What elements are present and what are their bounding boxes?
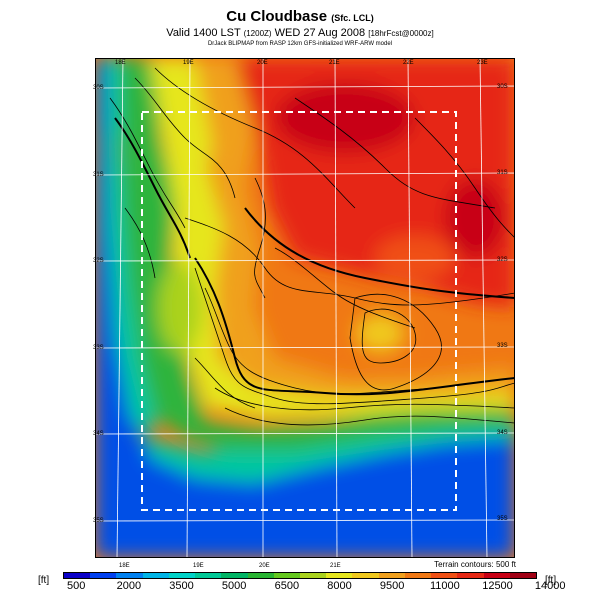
cloudbase-map: 18E 19E 20E 21E 22E 23E 18E 19E 20E 21E … (93, 58, 515, 569)
top-lon-label: 19E (183, 60, 194, 66)
colorbar-swatch (326, 573, 353, 578)
map-title: Cu Cloudbase (Sfc. LCL) (0, 8, 600, 27)
colorbar-swatch (116, 573, 143, 578)
colorbar-ticks: 500 2000 3500 5000 6500 8000 9500 11000 12500 140… (63, 580, 565, 594)
terrain-contour-note: Terrain contours: 500 ft (434, 560, 516, 569)
title-suffix: (Sfc. LCL) (331, 13, 374, 23)
colorbar-swatch (378, 573, 405, 578)
colorbar-tick-label: 9500 (379, 580, 405, 592)
colorbar-tick-label: 14000 (534, 580, 566, 592)
colorbar-unit-left: [ft] (38, 575, 50, 586)
colorbar-swatch (64, 573, 91, 578)
bottom-lon-label: 21E (330, 563, 341, 569)
colorbar-tick-label: 6500 (274, 580, 300, 592)
colorbar-tick-label: 5000 (221, 580, 247, 592)
subtitle-valid: Valid 1400 LST (166, 27, 241, 39)
orange-band (195, 58, 515, 398)
right-lat-label: 30S (497, 84, 508, 90)
east-band (375, 236, 455, 280)
left-lat-label: 32S (93, 258, 104, 264)
map-frame (95, 58, 515, 558)
left-lat-label: 35S (93, 518, 104, 524)
right-lat-label: 33S (497, 343, 508, 349)
top-lon-label: 22E (403, 60, 414, 66)
colorbar-swatch (299, 573, 327, 578)
bottom-lon-label: 20E (259, 563, 270, 569)
peak-north (275, 83, 415, 153)
colorbar-swatch (404, 573, 432, 578)
colorbar-swatch (247, 573, 274, 578)
colorbar-unit-right: [ft] (545, 575, 557, 586)
ocean-west (95, 58, 140, 558)
right-lat-label: 32S (497, 257, 508, 263)
inner-domain-box (141, 111, 457, 511)
colorbar-swatch (509, 573, 536, 578)
low-south (185, 408, 515, 450)
top-lon-label: 20E (257, 60, 268, 66)
colorbar-swatch (168, 573, 196, 578)
colorbar-swatch (221, 573, 248, 578)
left-lat-label: 34S (93, 431, 104, 437)
coast-south (145, 418, 515, 483)
left-lat-label: 31S (93, 172, 104, 178)
subtitle-date: WED 27 Aug 2008 (274, 27, 366, 39)
colorbar-swatch (195, 573, 222, 578)
left-lat-label: 30S (93, 85, 104, 91)
bottom-lon-label: 18E (119, 563, 130, 569)
map-subtitle: Valid 1400 LST (1200Z) WED 27 Aug 2008 [… (0, 27, 600, 40)
colorbar-tick-label: 3500 (169, 580, 194, 592)
model-credit: DrJack BLIPMAP from RASP 12km GFS-initia… (207, 41, 393, 47)
colorbar-tick-label: 2000 (116, 580, 142, 592)
map-titles: Cu Cloudbase (Sfc. LCL) Valid 1400 LST (… (0, 8, 600, 49)
latlon-grid (95, 58, 515, 558)
patch-west (158, 263, 202, 353)
colorbar (63, 572, 537, 579)
colorbar-tick-label: 500 (66, 580, 86, 592)
subtitle-forecast: [18hrFcst@0000z] (368, 29, 434, 38)
colorbar-tick-label: 8000 (327, 580, 352, 592)
top-lon-label: 23E (477, 60, 488, 66)
colorbar-swatch (457, 573, 484, 578)
right-lat-label: 34S (497, 430, 508, 436)
title-text: Cu Cloudbase (226, 8, 328, 25)
subtitle-utc: (1200Z) (243, 29, 272, 38)
colorbar-swatch (352, 573, 379, 578)
colorbar-tick-label: 11000 (429, 580, 460, 592)
top-lon-label: 21E (329, 60, 340, 66)
colorbar-swatch (142, 573, 169, 578)
colorbar-swatch (483, 573, 510, 578)
major-contours (114, 117, 515, 396)
right-lat-label: 31S (497, 170, 508, 176)
left-lat-label: 33S (93, 345, 104, 351)
peak-east (445, 178, 505, 258)
bottom-lon-label: 19E (193, 563, 204, 569)
top-lon-label: 18E (115, 60, 126, 66)
right-lat-label: 35S (497, 516, 508, 522)
colorbar-tick-label: 12500 (482, 580, 513, 592)
lobe-east (355, 313, 405, 353)
terrain-contours (109, 67, 515, 426)
colorbar-swatch (273, 573, 300, 578)
colorbar-swatch (90, 573, 117, 578)
colorbar-swatch (431, 573, 458, 578)
map-canvas (95, 58, 515, 558)
